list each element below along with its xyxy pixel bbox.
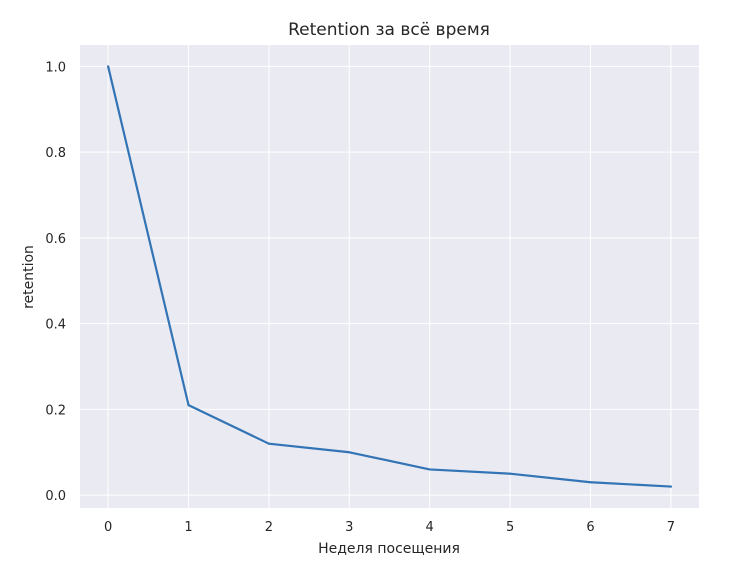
- y-tick-label: 0.0: [45, 489, 66, 504]
- y-axis-label: retention: [21, 245, 37, 309]
- y-tick-label: 0.4: [45, 318, 66, 333]
- y-tick-labels: 0.0 0.2 0.4 0.6 0.8 1.0: [45, 60, 66, 504]
- x-axis-label: Неделя посещения: [318, 541, 460, 557]
- y-tick-label: 0.8: [45, 146, 66, 161]
- data-point: [107, 65, 110, 68]
- y-tick-label: 0.2: [45, 403, 66, 418]
- x-tick-label: 5: [506, 520, 514, 535]
- x-tick-labels: 0 1 2 3 4 5 6 7: [104, 520, 675, 535]
- x-tick-label: 0: [104, 520, 112, 535]
- grid-lines: [80, 45, 699, 508]
- plot-area: [80, 45, 699, 508]
- x-tick-label: 1: [184, 520, 192, 535]
- data-point: [508, 472, 512, 475]
- series-group: [107, 65, 672, 488]
- chart-title: Retention за всё время: [288, 20, 490, 40]
- x-tick-label: 3: [345, 520, 353, 535]
- x-tick-label: 7: [667, 520, 675, 535]
- y-tick-label: 0.6: [45, 232, 66, 247]
- x-tick-label: 2: [265, 520, 273, 535]
- data-point: [348, 451, 351, 454]
- data-point: [267, 442, 271, 445]
- x-tick-label: 4: [426, 520, 434, 535]
- data-point: [669, 485, 672, 488]
- y-tick-label: 1.0: [45, 60, 66, 75]
- data-point: [428, 468, 431, 471]
- retention-line: [107, 65, 672, 488]
- data-point: [187, 404, 190, 407]
- x-tick-label: 6: [586, 520, 594, 535]
- data-point: [589, 481, 592, 484]
